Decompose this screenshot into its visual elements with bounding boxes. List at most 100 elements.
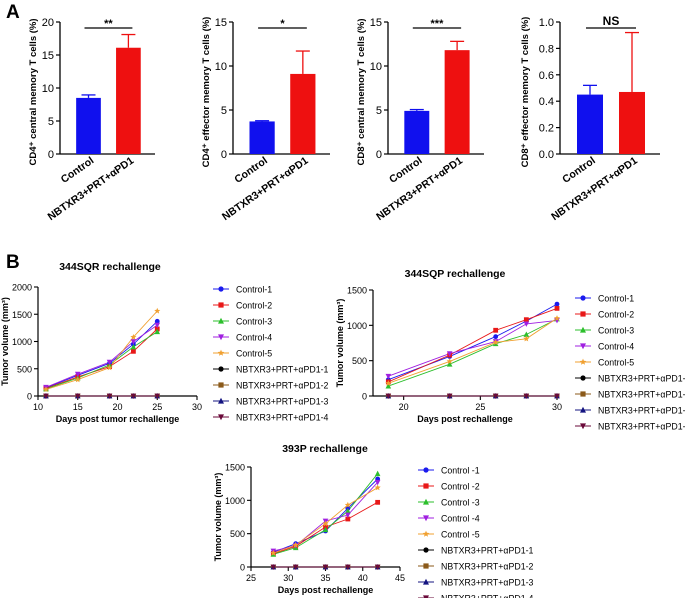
legend-label: Control -1 xyxy=(441,465,480,475)
legend-344sqp: Control-1 Control-2 Control-3 Control-4 Cont… xyxy=(575,293,685,431)
data-point xyxy=(345,508,351,514)
x-tick-label: 25 xyxy=(152,402,162,412)
legend-marker xyxy=(218,334,224,341)
data-point xyxy=(130,393,137,399)
bar-treatment xyxy=(444,50,470,154)
legend-label: Control -5 xyxy=(441,529,480,539)
x-tick-label: 20 xyxy=(112,402,122,412)
legend-label: NBTXR3+PRT+αPD1-3 xyxy=(236,396,329,406)
legend-marker xyxy=(217,349,225,356)
data-point xyxy=(385,373,392,380)
data-point xyxy=(523,393,530,399)
data-point xyxy=(131,348,136,354)
y-axis-label: CD8⁺ effector memory T cells (%) xyxy=(520,17,531,168)
data-point xyxy=(385,393,392,399)
legend-label: Control-3 xyxy=(598,325,634,335)
data-point xyxy=(270,549,277,556)
series-line xyxy=(273,478,378,553)
legend-label: Control-4 xyxy=(236,332,272,342)
y-tick-label: 0 xyxy=(240,563,245,573)
data-point xyxy=(74,371,81,378)
x-tick-label: 10 xyxy=(33,402,43,412)
y-tick-label: 20 xyxy=(42,17,54,29)
y-axis-label: Tumor volume (mm³) xyxy=(335,299,345,388)
y-tick-label: 15 xyxy=(370,17,382,29)
panel-label-b: B xyxy=(6,252,20,273)
y-tick-label: 500 xyxy=(352,356,367,366)
y-tick-label: 1500 xyxy=(347,286,367,296)
legend-label: Control -4 xyxy=(441,513,480,523)
y-tick-label: 0 xyxy=(362,392,367,402)
series-line xyxy=(388,303,558,381)
category-label: Control xyxy=(560,155,598,186)
data-point xyxy=(523,335,530,342)
y-tick-label: 0 xyxy=(221,149,227,161)
y-tick-label: 0.6 xyxy=(539,70,554,82)
legend-marker xyxy=(218,397,224,404)
bar-control xyxy=(76,97,101,154)
legend-marker xyxy=(423,595,429,598)
data-point xyxy=(344,501,351,508)
data-point xyxy=(492,339,499,345)
y-tick-label: 1000 xyxy=(347,321,367,331)
x-axis-label: Days post rechallenge xyxy=(278,585,374,595)
legend-marker xyxy=(423,467,429,473)
series-line xyxy=(388,317,558,384)
y-tick-label: 0.2 xyxy=(539,123,554,135)
legend-marker xyxy=(580,406,586,413)
x-tick-label: 35 xyxy=(320,573,330,583)
x-tick-label: 25 xyxy=(475,402,485,412)
legend-marker xyxy=(580,391,586,397)
y-axis-label: CD4⁺ central memory T cells (%) xyxy=(28,18,39,165)
y-tick-label: 10 xyxy=(42,83,54,95)
data-point xyxy=(154,318,160,324)
chart-title: 344SQP rechallenge xyxy=(405,268,506,280)
bar-treatment xyxy=(116,47,141,154)
line-chart-344sqr: 344SQR rechallenge 0 500 1000 1500 2000 10 15 20… xyxy=(0,261,202,424)
y-tick-label: 0 xyxy=(27,392,32,402)
significance-label: ** xyxy=(104,18,113,30)
data-point xyxy=(154,307,161,314)
x-tick-label: 30 xyxy=(283,573,293,583)
data-point xyxy=(345,564,351,570)
data-point xyxy=(374,479,381,486)
significance-label: NS xyxy=(603,14,620,28)
legend-label: Control-2 xyxy=(598,309,634,319)
y-tick-label: 500 xyxy=(17,364,32,374)
legend-label: NBTXR3+PRT+αPD1-3 xyxy=(441,577,534,587)
legend-marker xyxy=(423,578,429,585)
data-point xyxy=(322,526,329,533)
y-tick-label: 0 xyxy=(48,149,54,161)
legend-marker xyxy=(218,414,224,421)
legend-marker xyxy=(218,302,224,308)
x-tick-label: 15 xyxy=(73,402,83,412)
legend-marker xyxy=(423,547,429,553)
legend-marker xyxy=(423,563,429,569)
x-tick-label: 30 xyxy=(192,402,202,412)
legend-label: Control-2 xyxy=(236,300,272,310)
data-point xyxy=(345,512,351,518)
y-tick-label: 15 xyxy=(42,50,54,62)
data-point xyxy=(292,564,299,570)
data-point xyxy=(446,351,453,357)
legend-marker xyxy=(423,483,429,489)
legend-marker xyxy=(580,326,586,333)
data-point xyxy=(292,541,299,548)
y-tick-label: 1500 xyxy=(12,310,32,320)
data-point xyxy=(553,315,561,321)
bar-treatment xyxy=(290,73,316,154)
y-tick-label: 1.0 xyxy=(539,17,554,29)
y-tick-label: 5 xyxy=(48,116,54,128)
legend-label: NBTXR3+PRT+αPD1-3 xyxy=(598,405,685,415)
data-point xyxy=(446,361,453,367)
y-axis-label: CD8⁺ central memory T cells (%) xyxy=(356,18,367,165)
data-point xyxy=(492,393,499,399)
bar-control xyxy=(577,94,603,154)
series-line xyxy=(45,324,158,388)
legend-393p: Control -1 Control -2 Control -3 Control -4… xyxy=(418,465,534,598)
legend-344sqr: Control-1 Control-2 Control-3 Control-4 Cont… xyxy=(213,284,329,422)
line-chart-344sqp: 344SQP rechallenge 0 500 1000 1500 20 25 30 Days… xyxy=(335,268,562,424)
legend-marker xyxy=(580,295,586,301)
